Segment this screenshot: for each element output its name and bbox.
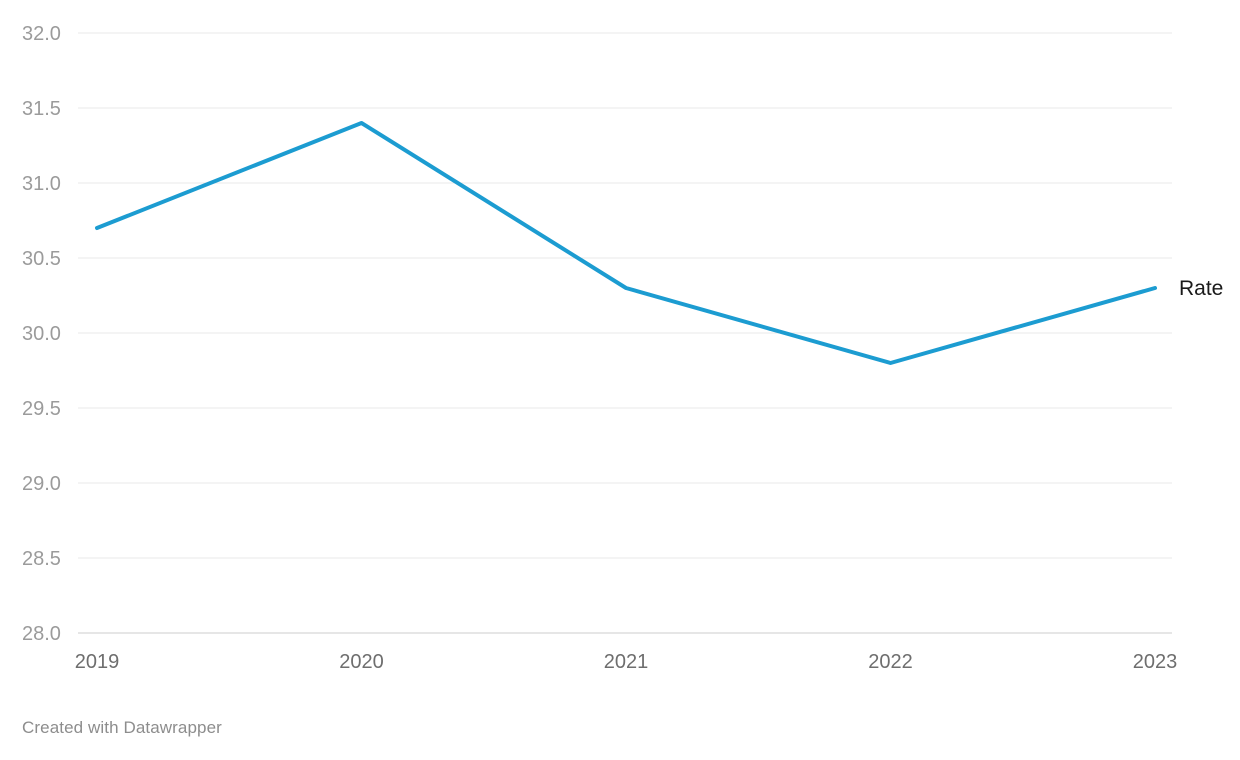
y-tick-label: 32.0 bbox=[22, 23, 61, 45]
y-tick-label: 31.5 bbox=[22, 98, 61, 120]
y-tick-label: 28.0 bbox=[22, 623, 61, 645]
y-tick-label: 29.5 bbox=[22, 398, 61, 420]
y-tick-label: 31.0 bbox=[22, 173, 61, 195]
x-tick-label: 2021 bbox=[604, 651, 649, 673]
y-tick-label: 30.0 bbox=[22, 323, 61, 345]
y-tick-label: 29.0 bbox=[22, 473, 61, 495]
datawrapper-credit: Created with Datawrapper bbox=[22, 718, 222, 737]
x-tick-label: 2023 bbox=[1133, 651, 1178, 673]
series-line bbox=[95, 121, 1157, 365]
series-label: Rate bbox=[1179, 277, 1223, 300]
x-tick-label: 2020 bbox=[339, 651, 384, 673]
x-tick-label: 2022 bbox=[868, 651, 913, 673]
x-tick-label: 2019 bbox=[75, 651, 120, 673]
y-tick-label: 28.5 bbox=[22, 548, 61, 570]
y-tick-label: 30.5 bbox=[22, 248, 61, 270]
